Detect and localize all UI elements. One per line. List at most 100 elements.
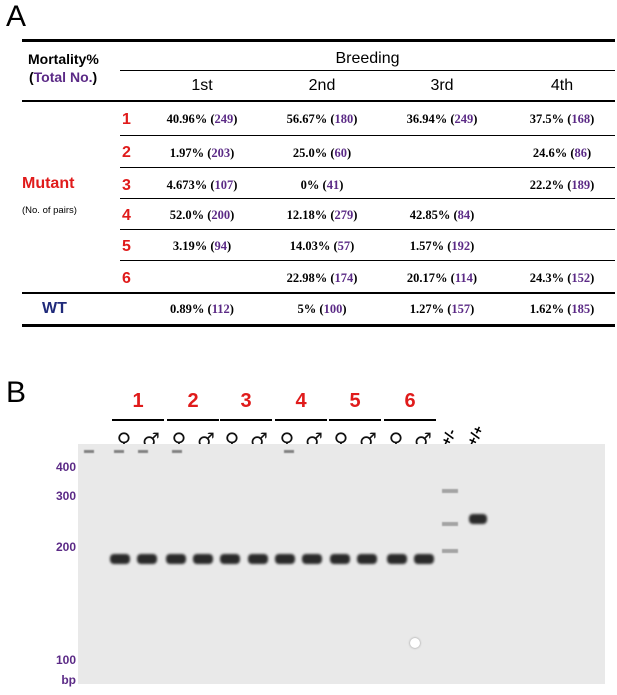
pair-number-3: 3 — [240, 390, 252, 412]
mutant-cell-r2-c4: 24.6% (86) — [502, 146, 617, 161]
sample-band — [302, 554, 322, 564]
col-header-2nd: 2nd — [308, 77, 336, 94]
total-no-label: (Total No.) — [29, 69, 98, 85]
mutant-cell-r2-c1: 1.97% (203) — [142, 146, 262, 161]
row-label-1: 1 — [122, 111, 131, 128]
cell-total: 203 — [211, 146, 231, 160]
cell-percent: 22.2% ( — [529, 178, 572, 192]
cell-percent: 3.19% ( — [172, 239, 215, 253]
cell-total: 174 — [334, 271, 354, 285]
cell-total: 114 — [454, 271, 473, 285]
cell-percent: 1.57% ( — [409, 239, 452, 253]
mutant-cell-r3-c4: 22.2% (189) — [502, 178, 617, 193]
ladder-band — [138, 450, 148, 453]
cell-percent: 42.85% ( — [409, 208, 458, 222]
mutant-cell-r5-c2: 14.03% (57) — [262, 239, 382, 254]
wt-cell-rwt-c3: 1.27% (157) — [382, 302, 502, 317]
sample-band — [275, 554, 295, 564]
cell-total: 107 — [214, 178, 234, 192]
pair-number-1: 1 — [132, 390, 144, 412]
ladder-label-200: 200 — [55, 540, 76, 554]
mutant-sublabel: (No. of pairs) — [22, 205, 77, 216]
ladder-label-100: 100 — [55, 653, 76, 667]
row-label-5: 5 — [122, 238, 131, 255]
mutant-cell-r1-c3: 36.94% (249) — [382, 112, 502, 127]
wt-cell-rwt-c4: 1.62% (185) — [502, 302, 617, 317]
wt-cell-rwt-c1: 0.89% (112) — [142, 302, 262, 317]
row-label-3: 3 — [122, 177, 131, 194]
cell-total: 249 — [214, 112, 234, 126]
cell-total: 185 — [571, 302, 591, 316]
cell-close: ) — [227, 239, 232, 253]
cell-percent: 40.96% ( — [166, 112, 215, 126]
row-rule-3 — [120, 198, 615, 199]
cell-close: ) — [233, 112, 238, 126]
cell-close: ) — [473, 112, 478, 126]
cell-percent: 0% ( — [300, 178, 327, 192]
het-band-lower — [442, 549, 458, 553]
sample-band — [166, 554, 186, 564]
cell-close: ) — [590, 271, 595, 285]
gel-image — [78, 444, 605, 684]
het-band-upper — [442, 489, 458, 493]
cell-total: 249 — [454, 112, 474, 126]
wt-label: WT — [42, 300, 67, 317]
pair-number-5: 5 — [349, 390, 361, 412]
row-rule-5 — [120, 260, 615, 261]
cell-close: ) — [353, 271, 358, 285]
cell-close: ) — [590, 112, 595, 126]
cell-close: ) — [230, 146, 235, 160]
pair-underline-3 — [220, 419, 272, 421]
mutant-cell-r4-c3: 42.85% (84) — [382, 208, 502, 223]
cell-percent: 37.5% ( — [529, 112, 572, 126]
pair-underline-1 — [112, 419, 164, 421]
breeding-header: Breeding — [335, 50, 400, 67]
pair-number-2: 2 — [187, 390, 199, 412]
mutant-cell-r3-c2: 0% (41) — [262, 178, 382, 193]
sample-band — [248, 554, 268, 564]
gel-bubble — [410, 638, 420, 648]
mutant-cell-r4-c2: 12.18% (279) — [262, 208, 382, 223]
mutant-cell-r1-c2: 56.67% (180) — [262, 112, 382, 127]
table-top-rule — [22, 39, 615, 42]
cell-close: ) — [353, 112, 358, 126]
cell-percent: 20.17% ( — [406, 271, 455, 285]
cell-total: 168 — [571, 112, 591, 126]
cell-percent: 24.6% ( — [532, 146, 575, 160]
cell-total: 192 — [451, 239, 471, 253]
corner-label: Mortality% (Total No.) — [28, 50, 99, 86]
cell-percent: 52.0% ( — [169, 208, 212, 222]
cell-total: 60 — [334, 146, 348, 160]
het-band-mid — [442, 522, 458, 526]
cell-percent: 14.03% ( — [289, 239, 338, 253]
sample-band — [357, 554, 377, 564]
row-rule-2 — [120, 167, 615, 168]
breeding-underline — [120, 70, 615, 71]
cell-total: 157 — [451, 302, 471, 316]
cell-close: ) — [233, 178, 238, 192]
cell-percent: 4.673% ( — [166, 178, 215, 192]
wt-cell-rwt-c2: 5% (100) — [262, 302, 382, 317]
sample-band — [137, 554, 157, 564]
cell-close: ) — [230, 208, 235, 222]
pair-underline-4 — [275, 419, 327, 421]
cell-close: ) — [342, 302, 347, 316]
cell-close: ) — [229, 302, 234, 316]
wt-rule — [22, 292, 615, 294]
sample-band — [414, 554, 434, 564]
cell-percent: 0.89% ( — [170, 302, 212, 316]
row-rule-4 — [120, 229, 615, 230]
cell-close: ) — [339, 178, 344, 192]
ladder-unit: bp — [61, 673, 76, 687]
ladder-band — [284, 450, 294, 453]
cell-close: ) — [472, 271, 478, 285]
cell-close: ) — [353, 208, 358, 222]
mutant-cell-r5-c1: 3.19% (94) — [142, 239, 262, 254]
mortality-label: Mortality% — [28, 51, 99, 67]
panel-b-letter: B — [6, 376, 27, 409]
mutant-cell-r4-c1: 52.0% (200) — [142, 208, 262, 223]
col-header-3rd: 3rd — [430, 77, 454, 94]
cell-percent: 1.27% ( — [409, 302, 452, 316]
col-header-4th: 4th — [550, 77, 574, 94]
ladder-band — [84, 450, 94, 453]
